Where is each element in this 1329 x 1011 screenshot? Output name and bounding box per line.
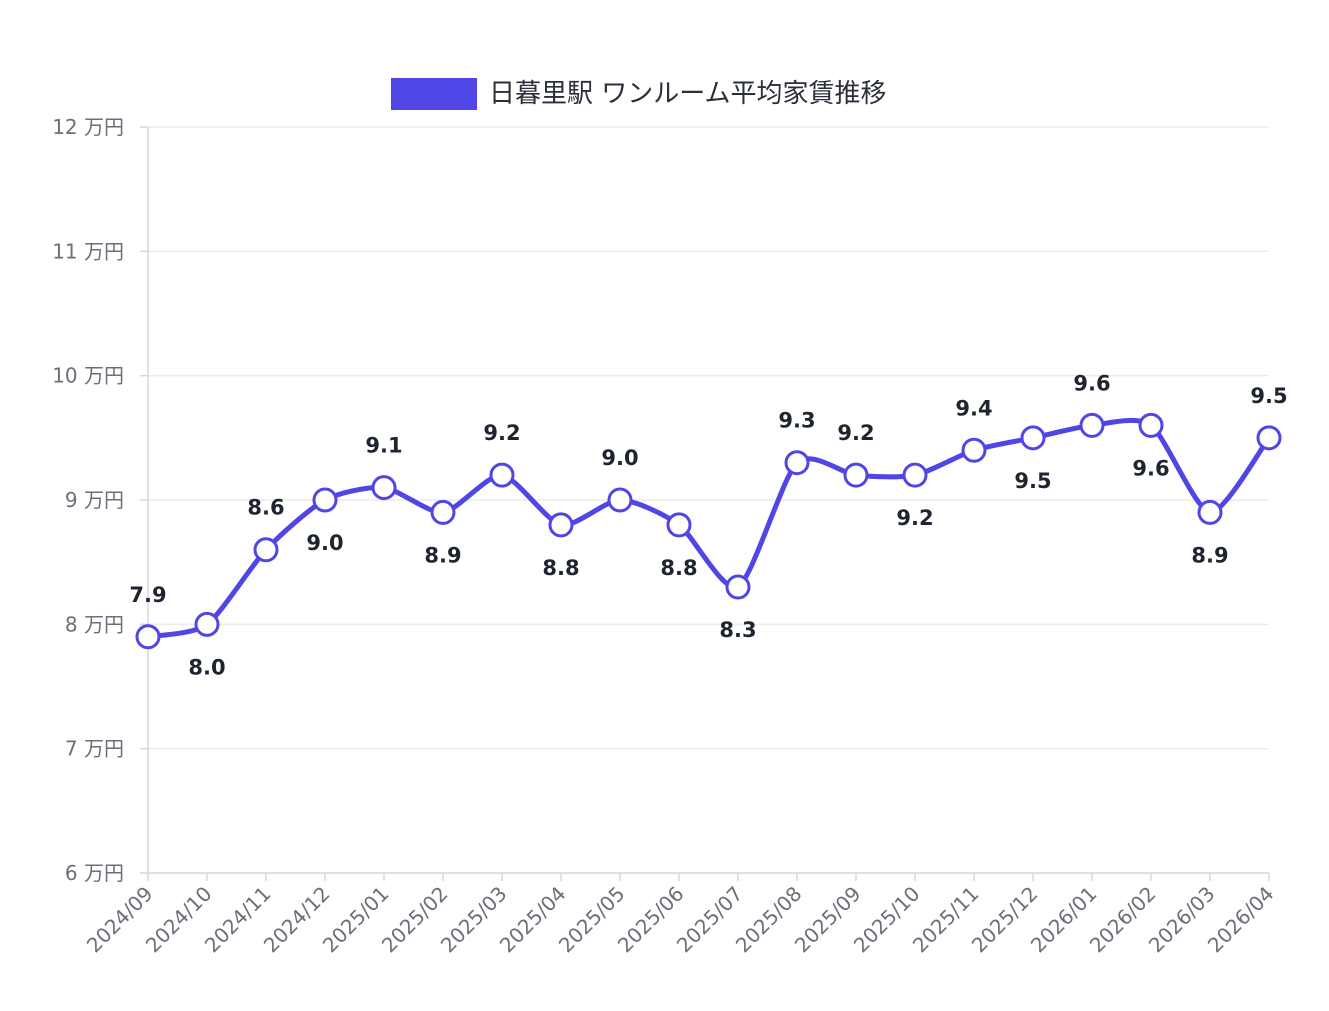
y-tick-label: 7 万円 (65, 737, 124, 761)
data-point[interactable] (843, 462, 869, 488)
data-point[interactable] (253, 537, 279, 563)
data-label: 9.2 (483, 421, 520, 445)
data-point[interactable] (135, 624, 161, 650)
data-label: 9.6 (1073, 371, 1110, 395)
data-label: 8.3 (719, 618, 756, 642)
data-point[interactable] (961, 437, 987, 463)
y-tick-label: 6 万円 (65, 861, 124, 885)
legend-label: 日暮里駅 ワンルーム平均家賃推移 (489, 79, 887, 109)
data-label: 9.2 (837, 421, 874, 445)
data-point[interactable] (725, 574, 751, 600)
data-label: 8.8 (660, 556, 697, 580)
data-point[interactable] (1020, 425, 1046, 451)
data-point[interactable] (784, 450, 810, 476)
data-point[interactable] (666, 512, 692, 538)
y-tick-label: 9 万円 (65, 488, 124, 512)
data-label: 8.6 (247, 496, 284, 520)
data-label: 9.3 (778, 409, 815, 433)
data-point[interactable] (1197, 499, 1223, 525)
y-tick-label: 8 万円 (65, 612, 124, 636)
data-label: 7.9 (129, 583, 166, 607)
data-label: 9.4 (955, 396, 992, 420)
data-point[interactable] (1138, 412, 1164, 438)
y-tick-label: 10 万円 (52, 364, 124, 388)
series-path (147, 417, 1272, 640)
data-point[interactable] (548, 512, 574, 538)
data-label: 9.5 (1250, 384, 1287, 408)
data-label: 9.0 (306, 531, 343, 555)
y-tick-label: 11 万円 (52, 239, 124, 263)
data-label: 9.0 (601, 446, 638, 470)
data-label: 9.1 (365, 434, 402, 458)
data-point[interactable] (371, 475, 397, 501)
data-label: 9.5 (1014, 469, 1051, 493)
data-point[interactable] (430, 499, 456, 525)
legend[interactable]: 日暮里駅 ワンルーム平均家賃推移 (391, 78, 887, 110)
data-label: 8.9 (1191, 543, 1228, 567)
data-label: 8.8 (542, 556, 579, 580)
data-label: 9.6 (1132, 456, 1169, 480)
data-point[interactable] (1256, 425, 1282, 451)
data-labels: 7.9 8.0 8.6 9.0 9.1 8.9 9.2 8.8 9.0 8.8 8.3 9.3 9.2 9… (129, 371, 1287, 679)
y-tick-label: 12 万円 (52, 115, 124, 139)
data-point[interactable] (489, 462, 515, 488)
data-label: 8.9 (424, 543, 461, 567)
data-point[interactable] (194, 611, 220, 637)
x-tick-label: 2026/04 (1203, 882, 1279, 958)
series-line (135, 412, 1282, 650)
legend-swatch (391, 78, 477, 110)
data-label: 9.2 (896, 506, 933, 530)
data-label: 8.0 (188, 655, 225, 679)
data-point[interactable] (902, 462, 928, 488)
data-point[interactable] (1079, 412, 1105, 438)
data-point[interactable] (312, 487, 338, 513)
data-point[interactable] (607, 487, 633, 513)
